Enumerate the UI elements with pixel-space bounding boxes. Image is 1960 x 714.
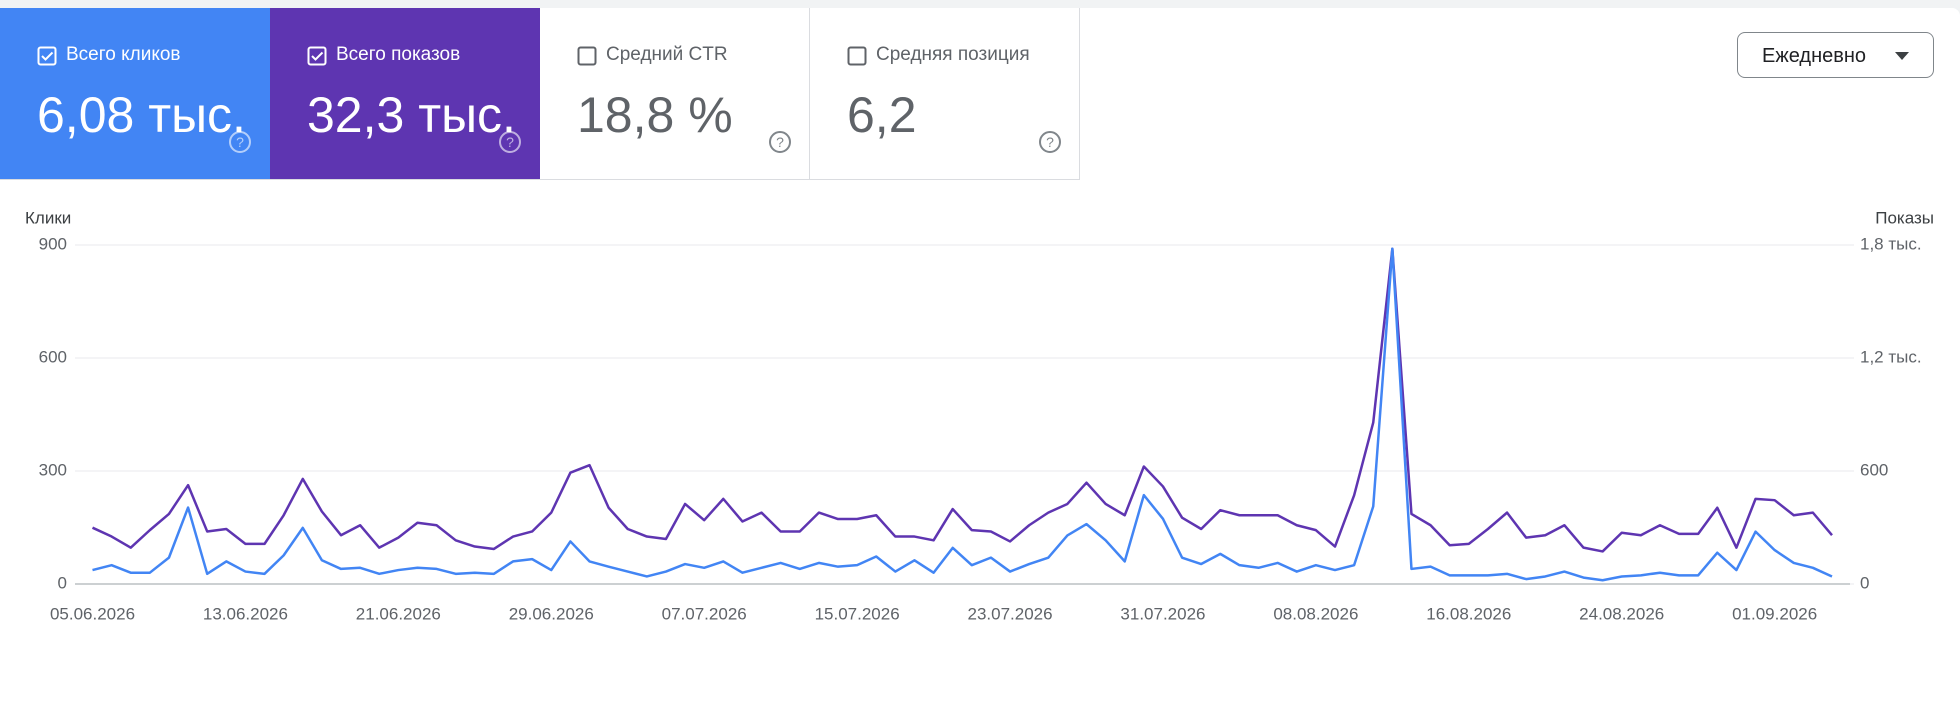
x-tick-label: 01.09.2026 [1732, 604, 1817, 623]
metric-label: Средняя позиция [876, 44, 1030, 65]
y2-tick-label: 1,2 тыс. [1860, 347, 1922, 366]
line-series [92, 247, 1833, 582]
x-tick-label: 16.08.2026 [1426, 604, 1511, 623]
dropdown-arrow [1895, 52, 1909, 60]
metric-label: Всего показов [336, 44, 461, 65]
x-tick-label: 07.07.2026 [662, 604, 747, 623]
checkbox[interactable] [847, 46, 867, 66]
checkbox[interactable] [307, 46, 327, 66]
dropdown-label: Ежедневно [1762, 45, 1867, 67]
y-tick-label: 300 [39, 460, 67, 479]
line-series [91, 247, 1833, 553]
y2-tick-label: 1,8 тыс. [1860, 234, 1922, 253]
period-dropdown[interactable]: Ежедневно [1737, 32, 1934, 78]
y-tick-label: 600 [39, 347, 67, 366]
metric-card[interactable]: Средняя позиция 6,2 ? [810, 8, 1080, 180]
y2-tick-label: 0 [1860, 573, 1869, 592]
metric-value: 18,8 % [577, 87, 733, 143]
y2-axis-title: Показы [1875, 208, 1934, 227]
metric-value: 6,2 [847, 87, 917, 143]
x-tick-label: 08.08.2026 [1273, 604, 1358, 623]
svg-text:?: ? [506, 134, 514, 150]
y-axis-title: Клики [25, 208, 71, 227]
metric-card[interactable]: Средний CTR 18,8 % ? [540, 8, 810, 180]
y-tick-label: 0 [58, 573, 67, 592]
help-icon[interactable]: ? [768, 130, 792, 154]
metric-label: Всего кликов [66, 44, 181, 65]
x-tick-label: 21.06.2026 [356, 604, 441, 623]
y-tick-label: 900 [39, 234, 67, 253]
x-tick-label: 29.06.2026 [509, 604, 594, 623]
x-tick-label: 05.06.2026 [50, 604, 135, 623]
metric-label: Средний CTR [606, 44, 728, 65]
x-tick-label: 31.07.2026 [1120, 604, 1205, 623]
x-tick-label: 23.07.2026 [967, 604, 1052, 623]
metric-card[interactable]: Всего кликов 6,08 тыс. ? [0, 8, 270, 180]
x-tick-label: 13.06.2026 [203, 604, 288, 623]
help-icon[interactable]: ? [498, 130, 522, 154]
x-tick-label: 24.08.2026 [1579, 604, 1664, 623]
metric-card[interactable]: Всего показов 32,3 тыс. ? [270, 8, 540, 180]
y2-tick-label: 600 [1860, 460, 1888, 479]
checkbox[interactable] [577, 46, 597, 66]
metric-value: 32,3 тыс. [307, 87, 516, 143]
panel: Клики Показы 0 300 600 900 0 600 1,2 тыс. 1,8 т… [0, 8, 1960, 714]
help-icon[interactable]: ? [228, 130, 252, 154]
x-tick-label: 15.07.2026 [815, 604, 900, 623]
svg-text:?: ? [776, 134, 784, 150]
help-icon[interactable]: ? [1038, 130, 1062, 154]
checkbox[interactable] [37, 46, 57, 66]
svg-text:?: ? [236, 134, 244, 150]
metric-value: 6,08 тыс. [37, 87, 246, 143]
chart: Клики Показы 0 300 600 900 0 600 1,2 тыс. 1,8 т… [25, 208, 1934, 623]
svg-text:?: ? [1046, 134, 1054, 150]
